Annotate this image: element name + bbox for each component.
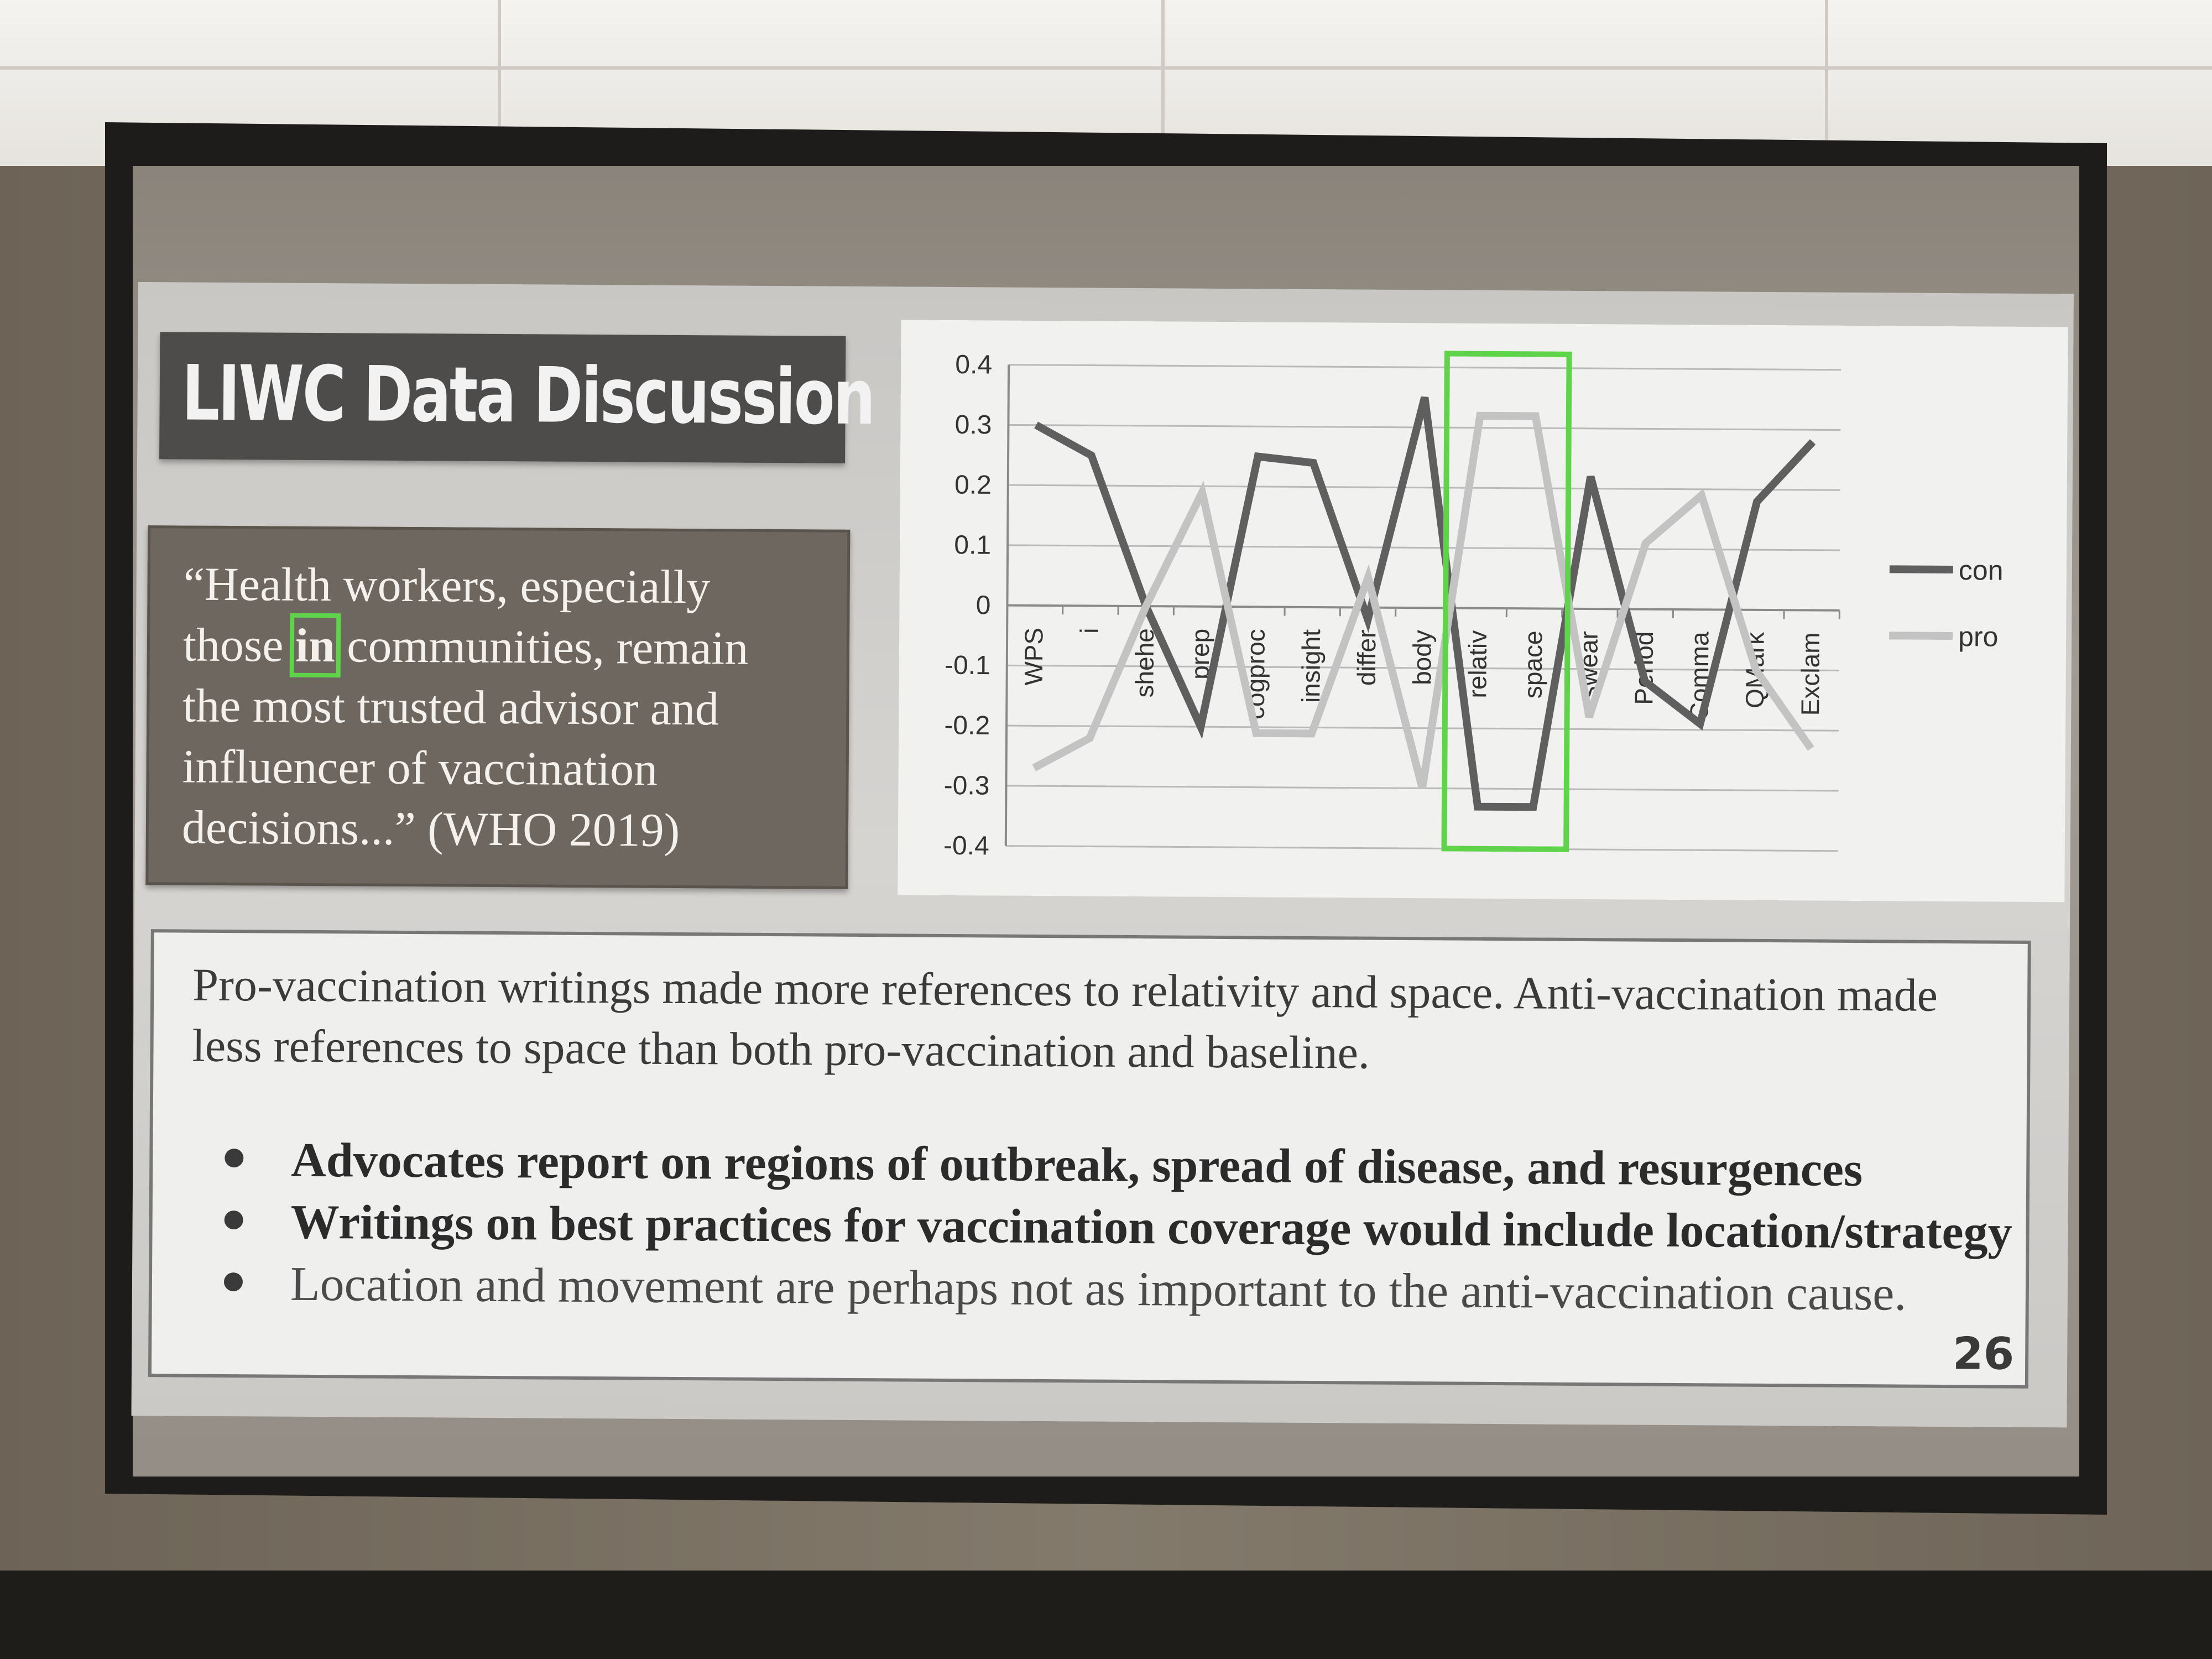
gridline bbox=[1006, 724, 1839, 732]
y-tick-label: -0.3 bbox=[944, 771, 990, 801]
x-tick-label: body bbox=[1407, 630, 1437, 685]
ceiling-tile-line bbox=[1161, 0, 1165, 166]
ceiling-tile-line bbox=[1825, 0, 1828, 166]
y-tick-label: 0.2 bbox=[954, 471, 992, 500]
y-tick-label: 0.1 bbox=[954, 530, 991, 560]
x-tick-label: space bbox=[1519, 630, 1548, 698]
gridline bbox=[1008, 484, 1840, 491]
legend-swatch bbox=[1889, 565, 1953, 574]
x-tick-label: insight bbox=[1296, 629, 1326, 703]
quote-text: those bbox=[182, 618, 296, 672]
bullet-list: Advocates report on regions of outbreak,… bbox=[213, 1132, 2012, 1329]
title-box: LIWC Data Discussion bbox=[159, 332, 874, 463]
quote-line: influencer of vaccination bbox=[182, 739, 658, 796]
y-tick-label: 0 bbox=[976, 591, 991, 620]
bullet-text: Writings on best practices for vaccinati… bbox=[290, 1195, 2012, 1260]
quote-line: decisions...” (WHO 2019) bbox=[181, 800, 680, 857]
bullet-dot bbox=[225, 1148, 244, 1168]
x-tick-label: Exclam bbox=[1796, 632, 1825, 716]
quote-line: those in communities, remain bbox=[182, 613, 749, 678]
y-tick-label: -0.4 bbox=[943, 831, 989, 861]
highlighted-word: in bbox=[289, 613, 341, 678]
legend-label: con bbox=[1959, 555, 2004, 586]
ceiling-tile-line bbox=[498, 0, 501, 166]
x-tick-label: differ bbox=[1352, 629, 1381, 686]
bullet-item: Advocates report on regions of outbreak,… bbox=[213, 1132, 2011, 1205]
series-line-pro bbox=[1032, 411, 1814, 790]
ceiling-tile-line bbox=[0, 66, 2212, 70]
discussion-box: Pro-vaccination writings made more refer… bbox=[148, 929, 2031, 1389]
highlight-box bbox=[1441, 351, 1572, 852]
discussion-paragraph: Pro-vaccination writings made more refer… bbox=[192, 959, 1938, 1079]
quote-text: communities, remain bbox=[335, 619, 749, 675]
bullet-item: Writings on best practices for vaccinati… bbox=[213, 1194, 2012, 1267]
x-tick-label: WPS bbox=[1019, 628, 1048, 686]
bullet-text: Location and movement are perhaps not as… bbox=[290, 1257, 1907, 1321]
bullet-dot bbox=[223, 1272, 243, 1292]
page-number: 26 bbox=[1952, 1328, 2015, 1380]
legend-swatch bbox=[1889, 632, 1953, 640]
x-tick-label: i bbox=[1075, 628, 1104, 634]
series-line-con bbox=[1034, 396, 1816, 811]
bullet-item: Location and movement are perhaps not as… bbox=[213, 1256, 2011, 1329]
legend-label: pro bbox=[1958, 621, 1999, 652]
y-tick-label: 0.4 bbox=[955, 350, 992, 379]
y-tick-label: -0.1 bbox=[945, 651, 990, 681]
gridline bbox=[1008, 544, 1840, 551]
gridline bbox=[1005, 845, 1838, 852]
gridline bbox=[1009, 364, 1841, 371]
line-chart: 0.4 0.3 0.2 0.1 0 -0.1 -0.2 -0.3 -0.4 WPS i shehe pr… bbox=[898, 320, 2068, 902]
slide: LIWC Data Discussion “Health workers, es… bbox=[131, 282, 2074, 1428]
floor bbox=[0, 1571, 2212, 1659]
quote-line: the most trusted advisor and bbox=[182, 679, 719, 735]
x-tick-label: relativ bbox=[1463, 630, 1492, 698]
quote-box: “Health workers, especially those in com… bbox=[145, 525, 851, 889]
bullet-dot bbox=[224, 1210, 243, 1230]
quote-line: “Health workers, especially bbox=[183, 557, 711, 614]
y-tick-label: 0.3 bbox=[955, 410, 992, 440]
gridline bbox=[1008, 424, 1841, 431]
bullet-text: Advocates report on regions of outbreak,… bbox=[291, 1133, 1863, 1197]
x-axis bbox=[1007, 604, 1840, 612]
slide-title: LIWC Data Discussion bbox=[181, 348, 874, 442]
gridline bbox=[1006, 664, 1839, 672]
y-tick-label: -0.2 bbox=[944, 711, 990, 740]
